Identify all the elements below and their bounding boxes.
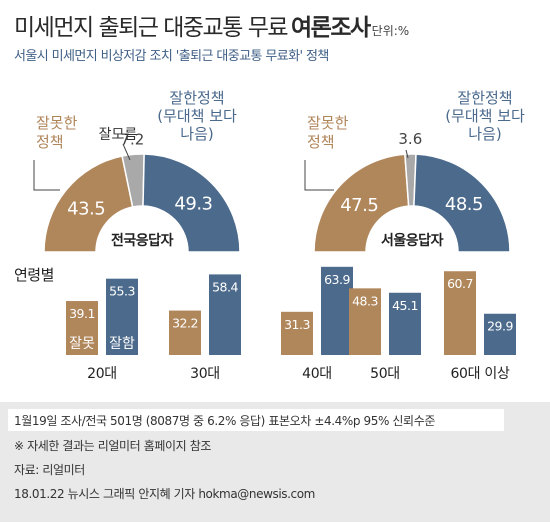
seoul-label-bad: 잘못한 <box>307 114 349 132</box>
age-bar-bad <box>281 311 313 355</box>
seoul-leader-neutral <box>405 149 409 159</box>
footer-reference-note: ※ 자세한 결과는 리얼미터 홈페이지 참조 <box>14 439 211 453</box>
national-donut-center-title: 전국응답자 <box>111 232 174 249</box>
seoul-donut-value-2: 48.5 <box>445 194 483 215</box>
age-bar-value: 48.3 <box>352 293 378 308</box>
age-category-label: 40대 <box>302 366 332 382</box>
footer-source: 자료: 리얼미터 <box>14 463 85 477</box>
age-series-label-good: 잘함 <box>109 336 135 352</box>
seoul-leader-bad <box>304 160 334 191</box>
age-chart-title: 연령별 <box>14 266 54 284</box>
age-bar-good <box>106 278 138 355</box>
age-bar-value: 55.3 <box>109 284 135 299</box>
age-category-label: 60대 이상 <box>450 366 510 382</box>
age-category-label: 20대 <box>87 366 117 382</box>
title-row: 미세먼지 출퇴근 대중교통 무료 여론조사 단위:% <box>14 8 409 42</box>
national-donut-value-2: 49.3 <box>174 194 212 215</box>
age-bar-value: 32.2 <box>172 316 198 331</box>
seoul-donut-slice-0 <box>313 153 410 253</box>
age-bar-value: 29.9 <box>487 319 513 334</box>
national-donut-slice-2 <box>142 153 241 253</box>
national-donut-slice-0 <box>43 155 134 253</box>
age-bar-value: 31.3 <box>284 317 310 332</box>
national-label-good: (무대책 보다 <box>157 107 237 125</box>
page-title: 미세먼지 출퇴근 대중교통 무료 <box>14 15 289 41</box>
age-bar-bad <box>444 271 476 355</box>
age-bar-good <box>484 313 516 355</box>
national-donut-value-0: 43.5 <box>67 199 105 220</box>
seoul-donut-slice-2 <box>413 153 511 253</box>
seoul-donut-value-0: 47.5 <box>340 195 378 216</box>
national-label-bad: 정책 <box>36 133 64 151</box>
age-bar-bad <box>169 310 201 355</box>
subtitle: 서울시 미세먼지 비상저감 조치 '출퇴근 대중교통 무료화' 정책 <box>14 49 329 64</box>
seoul-label-bad: 정책 <box>307 133 335 151</box>
footer-survey-note: 1월19일 조사/전국 501명 (8087명 중 6.2% 응답) 표본오차 … <box>14 414 435 428</box>
national-label-neutral: 잘모름 <box>99 127 138 143</box>
national-label-bad: 잘못한 <box>36 114 78 132</box>
footer-box <box>8 409 504 431</box>
age-bar-value: 60.7 <box>447 276 473 291</box>
seoul-label-good: 나음) <box>468 125 501 143</box>
national-leader-bad <box>33 160 60 191</box>
national-label-good: 나음) <box>180 125 213 143</box>
age-bar-value: 45.1 <box>392 298 418 313</box>
age-bar-good <box>209 274 241 355</box>
age-bar-bad <box>349 288 381 355</box>
national-label-good: 잘한정책 <box>169 89 224 107</box>
age-series-label-bad: 잘못 <box>69 336 95 352</box>
age-bar-value: 39.1 <box>69 306 95 321</box>
national-leader-neutral <box>122 143 131 161</box>
age-bar-good <box>389 292 421 355</box>
age-bar-value: 58.4 <box>212 279 238 294</box>
national-donut-value-1: 7.2 <box>120 130 144 148</box>
age-category-label: 30대 <box>190 366 220 382</box>
footer-credit: 18.01.22 뉴시스 그래픽 안지혜 기자 hokma@newsis.com <box>14 487 315 501</box>
page-title-bold: 여론조사 <box>291 15 371 41</box>
seoul-label-good: (무대책 보다 <box>445 107 525 125</box>
age-bar-bad <box>66 301 98 355</box>
age-category-label: 50대 <box>370 366 400 382</box>
age-bar-good <box>321 266 353 355</box>
unit-label: 단위:% <box>371 24 410 38</box>
seoul-donut-value-1: 3.6 <box>398 130 422 148</box>
seoul-donut-center-title: 서울응답자 <box>381 232 444 249</box>
seoul-label-good: 잘한정책 <box>457 89 512 107</box>
age-bar-value: 63.9 <box>324 272 350 287</box>
